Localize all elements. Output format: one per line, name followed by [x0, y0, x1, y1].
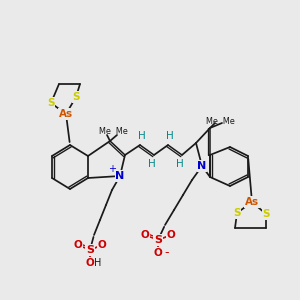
Text: +: + — [108, 164, 116, 174]
Text: H: H — [94, 258, 102, 268]
Text: O: O — [154, 248, 162, 258]
Text: S: S — [86, 245, 94, 255]
Text: N: N — [197, 161, 207, 171]
Text: H: H — [176, 159, 184, 169]
Text: As: As — [245, 197, 259, 207]
Text: O: O — [167, 230, 176, 240]
Text: Me  Me: Me Me — [206, 118, 234, 127]
Text: -: - — [165, 247, 169, 260]
Text: S: S — [233, 208, 241, 218]
Text: Me  Me: Me Me — [99, 128, 128, 136]
Text: H: H — [138, 131, 146, 141]
Text: O: O — [85, 258, 94, 268]
Text: S: S — [154, 235, 162, 245]
Text: S: S — [72, 92, 80, 102]
Text: S: S — [262, 209, 270, 219]
Text: H: H — [166, 131, 174, 141]
Text: O: O — [141, 230, 149, 240]
Text: H: H — [148, 159, 156, 169]
Text: S: S — [47, 98, 55, 108]
Text: O: O — [98, 240, 106, 250]
Text: O: O — [74, 240, 82, 250]
Text: N: N — [116, 171, 124, 181]
Text: As: As — [59, 109, 73, 119]
